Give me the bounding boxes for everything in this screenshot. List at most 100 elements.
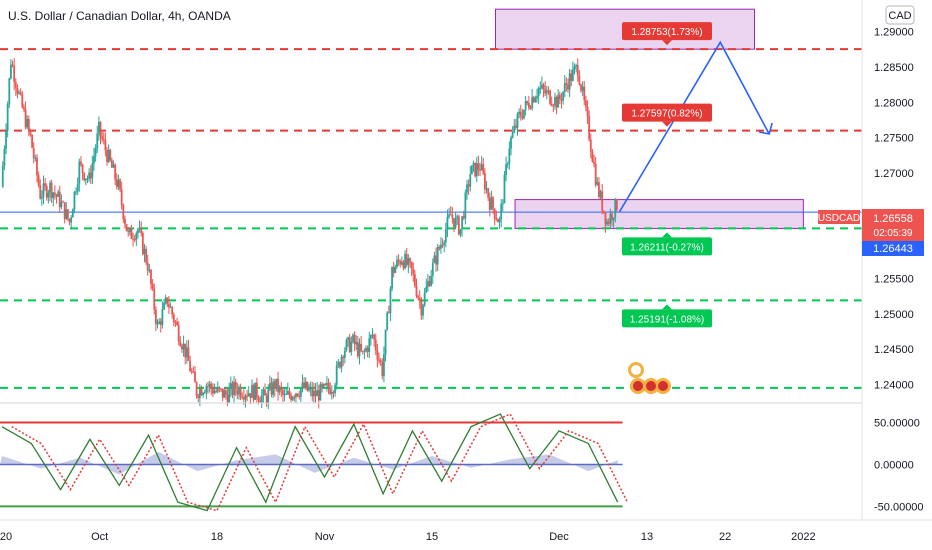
candle-body bbox=[159, 321, 162, 325]
candle-body bbox=[13, 65, 16, 82]
candle-body bbox=[226, 395, 229, 403]
candle-body bbox=[596, 182, 599, 185]
candle-body bbox=[26, 118, 29, 128]
candle-body bbox=[150, 269, 152, 285]
candle-body bbox=[484, 173, 486, 190]
price-tick-label: 1.25500 bbox=[874, 274, 914, 286]
candle-body bbox=[99, 121, 102, 137]
candle-body bbox=[523, 109, 525, 119]
candle-body bbox=[607, 221, 610, 224]
osc-fast-line bbox=[1, 413, 619, 512]
candle-body bbox=[568, 73, 571, 90]
time-tick-label: 15 bbox=[426, 531, 438, 543]
candle-body bbox=[309, 387, 312, 390]
candle-body bbox=[27, 118, 30, 130]
candle-body bbox=[249, 393, 252, 398]
currency-button-frame[interactable] bbox=[885, 5, 915, 25]
candle-body bbox=[415, 285, 418, 297]
level-tag-0: 1.28753(1.73%) bbox=[622, 22, 712, 46]
candle-body bbox=[19, 92, 22, 94]
time-tick-label: 18 bbox=[211, 531, 223, 543]
candle-body bbox=[384, 329, 387, 355]
candle-body bbox=[259, 400, 262, 403]
candle-body bbox=[322, 384, 325, 387]
candle-body bbox=[563, 83, 566, 92]
candle-body bbox=[492, 197, 494, 209]
candle-body bbox=[238, 387, 240, 395]
candle-body bbox=[117, 179, 120, 187]
candle-body bbox=[168, 304, 170, 308]
candle-body bbox=[247, 393, 250, 397]
candle-body bbox=[433, 255, 436, 263]
candle-body bbox=[164, 297, 167, 303]
candle-body bbox=[241, 396, 244, 398]
oscillator-axis[interactable]: 50.00000 0.00000 -50.00000 bbox=[874, 417, 924, 513]
candle-body bbox=[86, 178, 89, 180]
price-tick-label: 1.24500 bbox=[874, 344, 914, 356]
candle-body bbox=[585, 100, 587, 107]
candle-body bbox=[428, 281, 431, 286]
candle-body bbox=[288, 391, 291, 396]
candle-body bbox=[89, 172, 92, 179]
candle-body bbox=[552, 105, 555, 107]
candle-body bbox=[578, 75, 581, 85]
candle-body bbox=[251, 384, 253, 398]
candle-body bbox=[394, 267, 397, 273]
candle-body bbox=[518, 111, 521, 114]
level-tag-label: 1.28753(1.73%) bbox=[631, 27, 702, 38]
candle-body bbox=[187, 347, 190, 361]
candle-body bbox=[42, 183, 45, 197]
candle-body bbox=[200, 388, 203, 396]
event-markers[interactable] bbox=[628, 362, 671, 394]
candle-body bbox=[505, 164, 507, 175]
candle-body bbox=[514, 125, 517, 128]
candle-body bbox=[44, 183, 47, 187]
candle-body bbox=[141, 233, 144, 255]
candle-body bbox=[615, 199, 618, 211]
candle-body bbox=[306, 381, 309, 391]
candle-body bbox=[146, 262, 149, 271]
level-tag-bg bbox=[622, 237, 712, 256]
countdown-label: 02:05:39 bbox=[874, 228, 913, 239]
candle-body bbox=[470, 165, 473, 175]
candle-body bbox=[65, 209, 68, 219]
candle-body bbox=[365, 347, 367, 352]
candle-body bbox=[96, 133, 99, 149]
candle-body bbox=[400, 261, 403, 265]
time-axis[interactable]: 20 Oct 18 Nov 15 Dec 13 22 2022 bbox=[0, 531, 816, 543]
candle-body bbox=[397, 259, 400, 262]
level-tag-2: 1.26211(-0.27%) bbox=[622, 232, 712, 256]
candle-body bbox=[532, 97, 535, 103]
candle-body bbox=[345, 340, 348, 351]
currency-button[interactable]: CAD bbox=[885, 5, 915, 25]
candle-body bbox=[536, 96, 538, 99]
candle-body bbox=[508, 148, 511, 164]
candle-body bbox=[111, 160, 113, 168]
candle-body bbox=[449, 214, 452, 216]
candle-body bbox=[207, 385, 209, 387]
candle-body bbox=[366, 347, 369, 352]
candle-body bbox=[539, 87, 542, 89]
candle-body bbox=[293, 397, 296, 399]
candle-body bbox=[132, 238, 134, 240]
candle-body bbox=[78, 161, 81, 184]
candle-body bbox=[464, 192, 467, 219]
candle-body bbox=[11, 64, 14, 66]
candle-body bbox=[506, 163, 509, 165]
candle-body bbox=[257, 397, 260, 401]
candle-body bbox=[451, 214, 454, 219]
price-tick-label: 1.28500 bbox=[874, 62, 914, 74]
candle-body bbox=[519, 111, 522, 117]
candle-body bbox=[448, 214, 450, 217]
candle-body bbox=[262, 389, 265, 395]
candle-body bbox=[119, 179, 121, 190]
candle-body bbox=[145, 248, 148, 263]
candle-body bbox=[479, 169, 481, 171]
candle-body bbox=[244, 395, 247, 400]
candle-body bbox=[332, 392, 335, 394]
candle-body bbox=[387, 312, 390, 314]
candle-body bbox=[392, 267, 395, 273]
time-tick-label: Dec bbox=[549, 531, 569, 543]
candle-body bbox=[109, 150, 112, 161]
